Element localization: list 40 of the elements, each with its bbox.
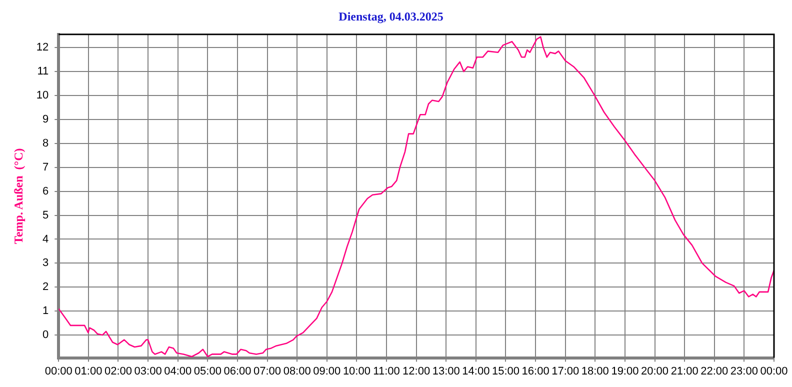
- x-tick-label: 03:00: [134, 365, 162, 378]
- y-tick-label: 1: [42, 305, 49, 318]
- x-tick-label: 04:00: [164, 365, 192, 378]
- y-tick-label: 6: [42, 185, 49, 198]
- y-tick-label: 5: [42, 209, 49, 222]
- y-tick-label: 4: [42, 233, 49, 246]
- x-tick-label: 11:00: [373, 365, 400, 378]
- x-tick-label: 20:00: [641, 365, 669, 378]
- x-tick-label: 05:00: [194, 365, 222, 378]
- x-tick-label: 12:00: [402, 365, 430, 378]
- x-tick-label: 15:00: [492, 365, 520, 378]
- x-tick-label: 23:00: [730, 365, 758, 378]
- x-tick-label: 06:00: [224, 365, 252, 378]
- y-tick-label: 3: [42, 257, 49, 270]
- y-tick-label: 0: [42, 329, 49, 342]
- x-tick-label: 10:00: [342, 365, 370, 378]
- y-tick-label: 11: [37, 66, 49, 78]
- x-tick-label: 13:00: [432, 365, 460, 378]
- x-tick-label: 00:00: [44, 365, 72, 378]
- x-tick-label: 07:00: [254, 365, 282, 378]
- y-tick-label: 12: [36, 42, 49, 54]
- x-tick-label: 22:00: [700, 365, 728, 378]
- x-tick-label: 14:00: [462, 365, 490, 378]
- x-tick-label: 17:00: [552, 365, 580, 378]
- y-tick-label: 9: [42, 113, 49, 126]
- x-tick-label: 00:00: [760, 365, 788, 378]
- x-tick-label: 01:00: [74, 365, 102, 378]
- x-tick-label: 19:00: [611, 365, 639, 378]
- x-tick-label: 09:00: [313, 365, 341, 378]
- y-axis-title: Temp. Außen (°C): [11, 148, 26, 244]
- y-tick-label: 8: [42, 137, 49, 150]
- x-tick-label: 18:00: [581, 365, 609, 378]
- x-tick-label: 02:00: [104, 365, 132, 378]
- y-tick-label: 10: [36, 90, 49, 102]
- x-tick-label: 21:00: [670, 365, 698, 378]
- x-tick-label: 08:00: [283, 365, 311, 378]
- y-tick-label: 7: [42, 161, 49, 174]
- y-tick-label: 2: [42, 281, 49, 294]
- x-tick-label: 16:00: [522, 365, 550, 378]
- chart-title: Dienstag, 04.03.2025: [338, 9, 444, 24]
